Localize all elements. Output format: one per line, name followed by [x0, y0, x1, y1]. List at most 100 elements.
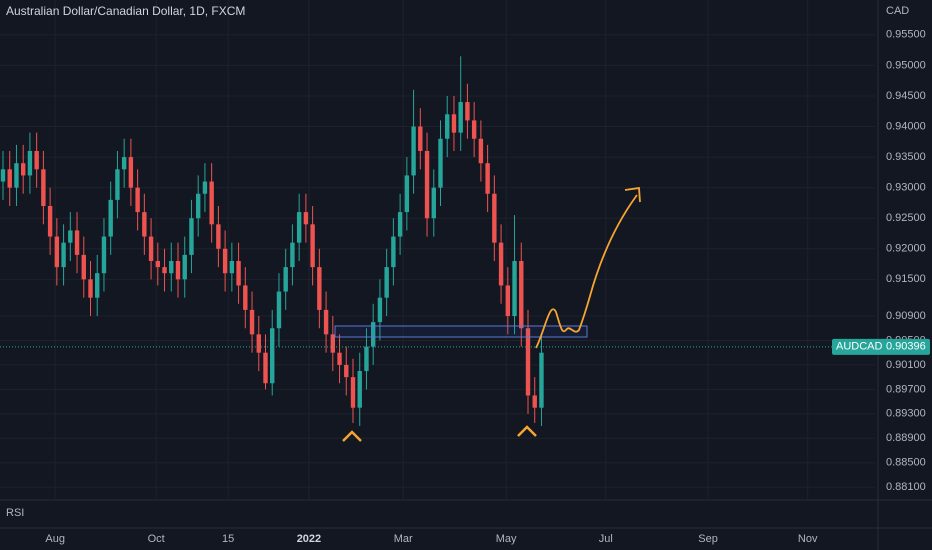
x-tick-label: 15: [222, 533, 234, 545]
y-tick-label: 0.90900: [886, 310, 926, 322]
x-tick-label: Sep: [698, 533, 718, 545]
candle-body: [465, 102, 470, 121]
candle-body: [68, 230, 73, 243]
candle-body: [101, 236, 107, 274]
candle-body: [478, 138, 484, 164]
candle-body: [276, 291, 282, 329]
projection-path: [535, 194, 638, 349]
candle-body: [121, 157, 127, 170]
candle-body: [357, 371, 362, 408]
candle-body: [498, 242, 504, 286]
y-tick-label: 0.95500: [886, 29, 926, 41]
candle-body: [20, 163, 26, 176]
candle-body: [202, 181, 208, 194]
candle-body: [41, 169, 46, 206]
candle-body: [169, 261, 174, 274]
candle-body: [451, 114, 457, 133]
candle-body: [283, 267, 288, 292]
candle-body: [256, 334, 261, 353]
candle-body: [404, 175, 410, 213]
candle-body: [243, 285, 248, 310]
last-price-label: 0.90396: [886, 341, 926, 353]
candle-body: [142, 212, 147, 237]
candle-body: [189, 218, 194, 255]
x-tick-label: Aug: [45, 533, 65, 545]
candle-body: [222, 248, 228, 274]
candle-body: [485, 163, 490, 194]
candle-body: [337, 352, 342, 365]
candle-body: [377, 297, 383, 323]
y-tick-label: 0.94500: [886, 90, 926, 102]
x-tick-label: 2022: [297, 533, 321, 545]
candle-body: [512, 261, 517, 317]
candle-body: [471, 120, 477, 139]
y-tick-label: 0.92500: [886, 212, 926, 224]
candle-body: [216, 224, 221, 249]
candle-body: [370, 322, 376, 347]
candle-body: [0, 169, 6, 182]
candle-body: [323, 309, 329, 335]
candle-body: [344, 364, 349, 378]
candle-body: [397, 212, 403, 237]
candle-body: [350, 377, 356, 408]
candle-body: [81, 254, 86, 280]
x-tick-label: Mar: [394, 533, 413, 545]
support-zone: [334, 325, 588, 338]
candle-body: [263, 352, 268, 384]
candle-body: [364, 346, 369, 372]
x-tick-label: May: [496, 533, 517, 545]
candle-body: [182, 254, 187, 280]
candle-body: [249, 309, 255, 335]
chart-title: Australian Dollar/Canadian Dollar, 1D, F…: [6, 4, 245, 18]
candle-body: [209, 181, 214, 225]
candle-body: [411, 126, 416, 176]
candle-body: [95, 273, 100, 298]
candle-body: [270, 328, 275, 384]
candle-body: [148, 236, 154, 262]
candle-body: [61, 242, 66, 268]
candle-body: [195, 193, 201, 219]
x-tick-label: Oct: [148, 533, 165, 545]
y-tick-label: 0.88900: [886, 432, 926, 444]
y-tick-label: 0.91500: [886, 273, 926, 285]
candle-body: [310, 224, 315, 268]
candle-body: [438, 138, 443, 188]
y-tick-label: 0.88100: [886, 481, 926, 493]
candle-body: [14, 163, 19, 188]
x-tick-label: Jul: [599, 533, 613, 545]
y-tick-label: 0.93500: [886, 151, 926, 163]
y-tick-label: 0.89300: [886, 408, 926, 420]
candle-body: [539, 352, 544, 408]
y-tick-label: 0.92000: [886, 243, 926, 255]
candle-body: [175, 261, 181, 280]
candle-body: [384, 267, 389, 298]
candle-body: [108, 199, 113, 237]
x-tick-label: Nov: [798, 533, 818, 545]
y-tick-label: 0.90100: [886, 359, 926, 371]
y-tick-label: 0.93000: [886, 182, 926, 194]
bottom-marker: [517, 425, 537, 437]
y-tick-label: 0.89700: [886, 383, 926, 395]
candle-body: [88, 279, 93, 298]
candle-body: [418, 126, 423, 151]
last-price-tag: [832, 338, 930, 355]
projection-arrow: [624, 186, 641, 203]
plot: [0, 0, 875, 500]
candle-body: [525, 328, 531, 396]
candle-body: [135, 187, 140, 213]
candle-body: [317, 267, 322, 310]
y-tick-label: 0.95000: [886, 59, 926, 71]
candle-body: [296, 212, 302, 243]
currency-label: CAD: [886, 5, 909, 17]
candle-body: [290, 242, 295, 268]
candle-body: [532, 395, 537, 408]
candle-body: [74, 230, 80, 255]
indicator-label: RSI: [6, 507, 24, 519]
symbol-label: AUDCAD: [836, 341, 883, 353]
candle-body: [330, 334, 336, 353]
candle-body: [303, 212, 309, 225]
y-tick-label: 0.88500: [886, 457, 926, 469]
candle-body: [505, 285, 511, 317]
